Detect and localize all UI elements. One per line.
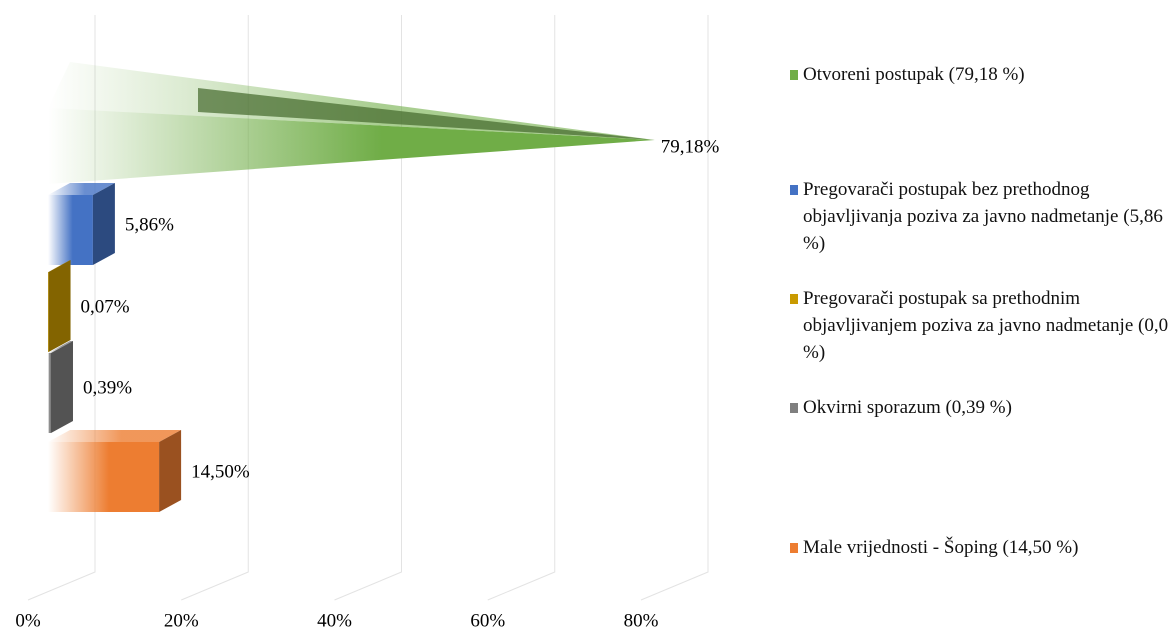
x-tick-label: 80% [624,610,659,631]
legend-item: Okvirni sporazum (0,39 %) [790,394,1169,421]
bar-side [48,260,71,352]
bar-top [48,341,73,353]
legend-item: Otvoreni postupak (79,18 %) [790,61,1169,88]
bar-front [48,442,160,512]
bar [48,260,71,352]
x-tick-label: 0% [15,610,41,631]
bar [48,183,115,265]
legend-swatch [790,403,798,413]
value-label: 0,07% [81,296,130,317]
bar [48,430,182,512]
bar-side [50,341,73,433]
bar-side [92,183,115,265]
legend-label: Pregovarači postupak bez prethodnog obja… [803,179,1163,254]
legend-swatch [790,294,798,304]
grid-line [640,15,709,601]
legend-label: Okvirni sporazum (0,39 %) [803,397,1012,418]
bar-top [48,62,655,140]
bar-side [159,430,182,512]
legend-swatch [790,70,798,80]
bar-front [48,195,93,265]
plot: 0% 20% 40% 60% 80% 79,18% 5,86% 0,07% 0,39% 14,50… [15,15,720,631]
value-label: 5,86% [125,214,174,235]
legend-item: Male vrijednosti - Šoping (14,50 %) [790,534,1169,561]
bar-top [48,430,182,442]
legend-label: Male vrijednosti - Šoping (14,50 %) [803,537,1079,558]
x-tick-label: 60% [470,610,505,631]
value-label: 79,18% [661,136,720,157]
legend-swatch [790,543,798,553]
bar-front [48,353,51,433]
bar [48,341,73,433]
bar-front [48,272,49,352]
x-tick-label: 40% [317,610,352,631]
grid-line [487,15,556,601]
bar-front [48,108,655,184]
value-label: 0,39% [83,377,132,398]
bar-top [48,260,71,272]
value-label: 14,50% [191,461,250,482]
legend-label: Pregovarači postupak sa prethodnim objav… [803,288,1169,363]
legend-item: Pregovarači postupak bez prethodnog obja… [790,176,1169,257]
bar-top [48,183,115,195]
legend-item: Pregovarači postupak sa prethodnim objav… [790,285,1169,366]
grid-line [334,15,402,601]
bar [48,62,655,184]
legend-label: Otvoreni postupak (79,18 %) [803,64,1025,85]
bar-top-dark [198,88,655,140]
legend-swatch [790,185,798,195]
grid-line [181,15,249,601]
x-tick-label: 20% [164,610,199,631]
